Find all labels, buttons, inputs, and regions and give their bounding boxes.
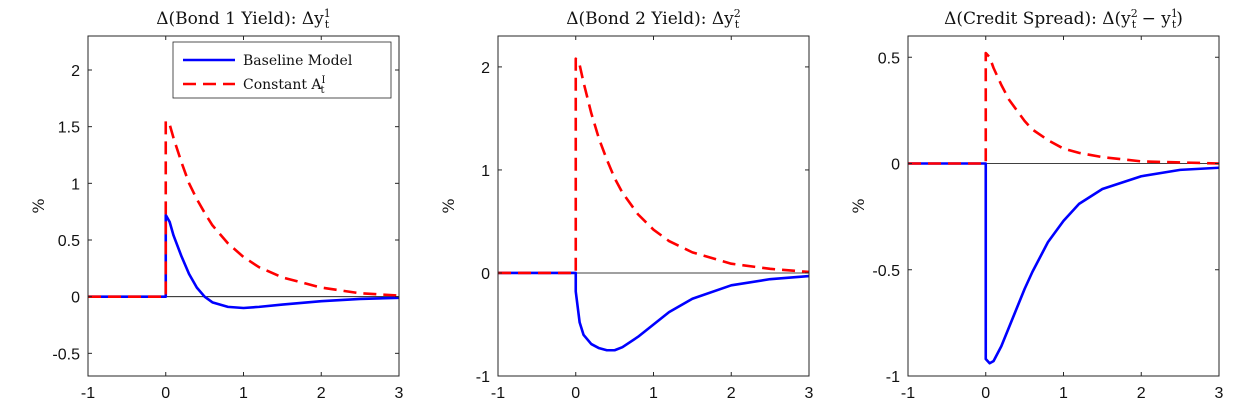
chart-title: Δ(Bond 1 Yield): Δy1 t <box>156 7 330 31</box>
title-subscript-2: t <box>1172 18 1177 31</box>
title-superscript-2: 1 <box>1171 7 1178 20</box>
x-tick-label: 3 <box>805 385 814 402</box>
y-tick-label: 1 <box>481 163 490 180</box>
title-superscript: 2 <box>734 7 741 20</box>
title-main: Δ(Bond 1 Yield): Δy <box>156 9 324 29</box>
x-tick-label: 3 <box>395 385 404 402</box>
title-middle: − y <box>1136 9 1171 29</box>
legend-label-subscript: t <box>320 85 324 96</box>
x-tick-label: 2 <box>727 385 736 402</box>
x-tick-label: 2 <box>317 385 326 402</box>
y-tick-label: -0.5 <box>872 263 900 280</box>
y-tick-label: 1 <box>71 176 80 193</box>
legend-label-2: Constant AI t <box>243 75 326 96</box>
legend-label-1: Baseline Model <box>243 53 353 69</box>
y-tick-label: 0 <box>71 290 80 307</box>
y-tick-label: -1 <box>476 369 490 386</box>
x-tick-label: 2 <box>1137 385 1146 402</box>
x-tick-label: -1 <box>81 385 95 402</box>
series-line-constant-a <box>498 57 810 275</box>
y-tick-label: 2 <box>481 60 490 77</box>
series-line-constant-a <box>908 51 1220 165</box>
y-tick-label: -0.5 <box>52 346 80 363</box>
x-tick-label: 1 <box>1059 385 1068 402</box>
axes-box <box>907 35 1220 377</box>
x-tick-label: 1 <box>239 385 248 402</box>
title-superscript: 1 <box>324 7 331 20</box>
legend-label-text: Baseline Model <box>243 53 353 69</box>
legend-box <box>172 41 392 99</box>
y-tick-label: 0 <box>891 157 900 174</box>
x-tick-label: 3 <box>1215 385 1224 402</box>
x-tick-label: -1 <box>901 385 915 402</box>
x-tick-label: 0 <box>571 385 580 402</box>
title-main: Δ(Bond 2 Yield): Δy <box>566 9 734 29</box>
y-tick-label: 0 <box>481 266 490 283</box>
legend-label-superscript: I <box>322 75 326 86</box>
series-line-baseline-model <box>908 162 1220 365</box>
y-tick-label: 2 <box>71 63 80 80</box>
title-main: Δ(Credit Spread): Δ(y <box>944 9 1131 29</box>
x-tick-label: 0 <box>981 385 990 402</box>
title-subscript: t <box>1132 18 1137 31</box>
y-axis-label: % <box>29 198 48 213</box>
x-tick-label: -1 <box>491 385 505 402</box>
legend: Baseline Model Constant AI t <box>172 41 392 99</box>
chart-title: Δ(Bond 2 Yield): Δy2 t <box>566 7 740 31</box>
title-end: ) <box>1176 9 1183 29</box>
x-tick-label: 1 <box>649 385 658 402</box>
chart-panel-3: -1 0 1 2 3-1-0.500.5%Δ(Credit Spread): Δ(y2 t… <box>849 7 1224 402</box>
chart-title: Δ(Credit Spread): Δ(y2 t − y1 t) <box>944 7 1183 31</box>
title-superscript: 2 <box>1131 7 1138 20</box>
x-tick-label: 0 <box>161 385 170 402</box>
y-axis-label: % <box>849 198 868 213</box>
series-line-baseline-model <box>88 213 400 310</box>
series-line-constant-a <box>88 119 400 298</box>
y-tick-label: 1.5 <box>58 120 80 137</box>
series-line-baseline-model <box>498 271 810 352</box>
title-subscript: t <box>735 18 740 31</box>
title-subscript: t <box>325 18 330 31</box>
y-tick-label: -1 <box>886 369 900 386</box>
y-tick-label: 0.5 <box>878 50 900 67</box>
y-tick-label: 0.5 <box>58 233 80 250</box>
chart-panel-1: -1 0 1 2 3-0.500.511.52%Δ(Bond 1 Yield): Δy1… <box>29 7 404 402</box>
legend-label-text: Constant A <box>243 77 322 93</box>
y-axis-label: % <box>439 198 458 213</box>
